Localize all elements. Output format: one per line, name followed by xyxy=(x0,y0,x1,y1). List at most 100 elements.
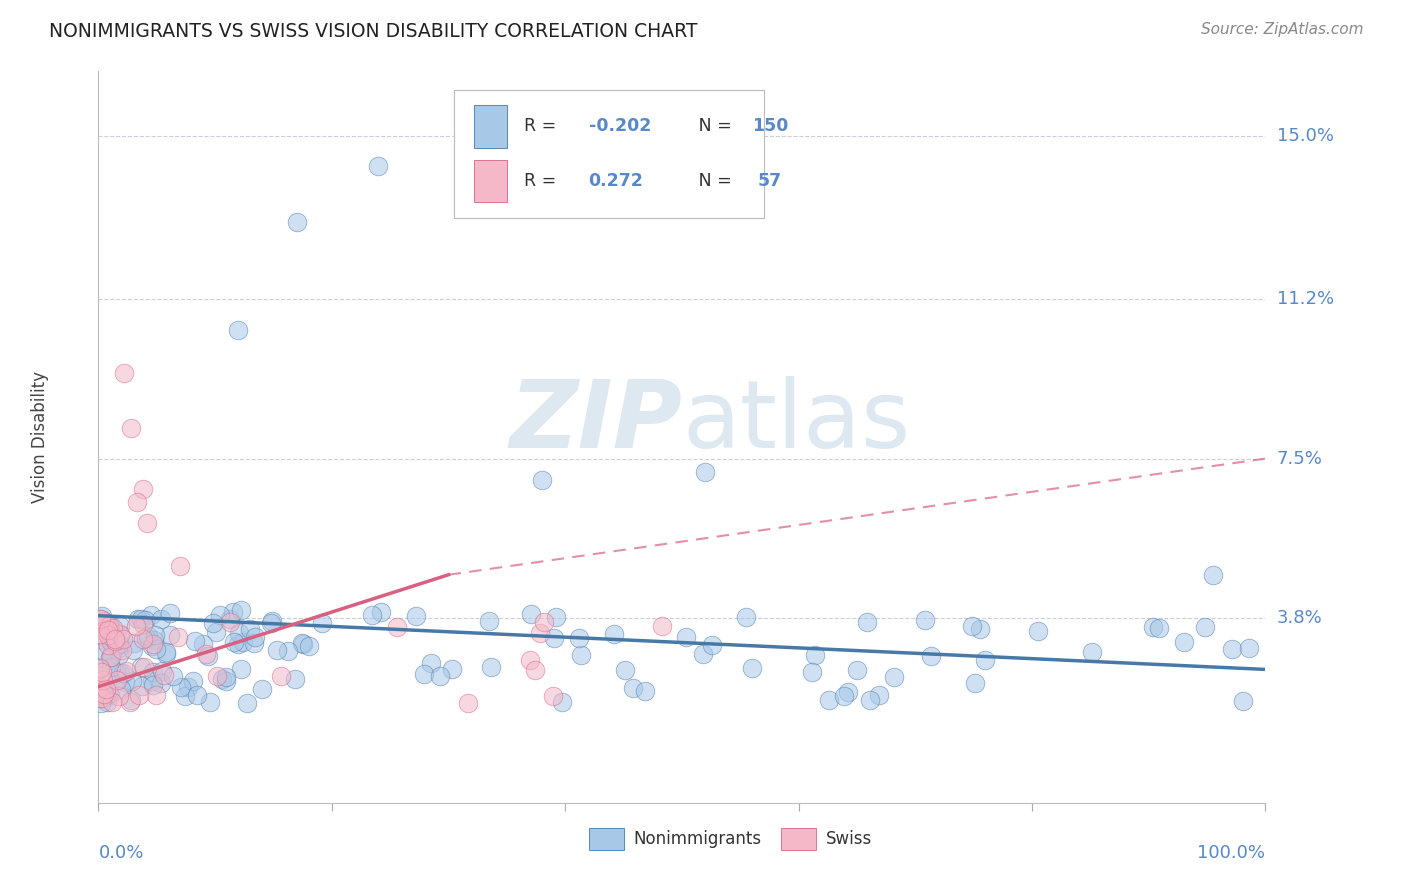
Text: 3.8%: 3.8% xyxy=(1277,608,1322,627)
Text: 7.5%: 7.5% xyxy=(1277,450,1323,467)
Point xyxy=(122,643,145,657)
Point xyxy=(134,613,156,627)
Point xyxy=(100,649,122,664)
Point xyxy=(204,624,226,639)
Point xyxy=(107,640,129,655)
Point xyxy=(89,627,111,641)
Point xyxy=(1237,640,1260,655)
Point xyxy=(1202,567,1225,582)
Point xyxy=(700,638,723,652)
Point xyxy=(868,688,890,702)
Point xyxy=(89,680,111,694)
Point xyxy=(478,614,501,628)
Point xyxy=(1081,645,1104,659)
FancyBboxPatch shape xyxy=(454,89,763,218)
Point xyxy=(197,649,219,664)
Point xyxy=(93,673,115,687)
Point xyxy=(98,650,121,665)
Text: NONIMMIGRANTS VS SWISS VISION DISABILITY CORRELATION CHART: NONIMMIGRANTS VS SWISS VISION DISABILITY… xyxy=(49,22,697,41)
Point xyxy=(96,623,118,637)
Point xyxy=(110,626,132,640)
Text: 57: 57 xyxy=(758,172,782,190)
Point xyxy=(110,681,132,696)
Point xyxy=(100,659,122,673)
Point xyxy=(429,669,451,683)
Point xyxy=(169,559,191,574)
Point xyxy=(191,637,214,651)
Point xyxy=(457,696,479,710)
Text: 0.0%: 0.0% xyxy=(98,845,143,863)
Point xyxy=(89,690,111,705)
Point xyxy=(1220,642,1243,657)
Point xyxy=(136,516,159,530)
Point xyxy=(284,673,307,687)
Point xyxy=(128,688,150,702)
Point xyxy=(104,633,127,648)
Point xyxy=(93,614,115,628)
Point xyxy=(243,631,266,645)
Point xyxy=(90,612,112,626)
Point xyxy=(122,636,145,650)
Point xyxy=(228,626,250,640)
Point xyxy=(142,678,165,692)
Point xyxy=(222,605,245,619)
Text: 150: 150 xyxy=(752,117,789,135)
Point xyxy=(215,670,238,684)
Text: Source: ZipAtlas.com: Source: ZipAtlas.com xyxy=(1201,22,1364,37)
Point xyxy=(920,649,942,664)
Point xyxy=(93,687,115,701)
Point xyxy=(520,607,543,621)
Point xyxy=(159,628,181,642)
Point xyxy=(242,636,264,650)
Point xyxy=(208,607,231,622)
Point xyxy=(634,683,657,698)
Text: Nonimmigrants: Nonimmigrants xyxy=(633,830,761,848)
Point xyxy=(124,619,146,633)
Point xyxy=(97,638,120,652)
Point xyxy=(136,629,159,643)
Point xyxy=(141,640,163,654)
Point xyxy=(150,664,173,678)
Point xyxy=(112,666,135,681)
Point xyxy=(90,633,112,648)
Point xyxy=(159,606,181,620)
Point xyxy=(142,632,165,647)
Point xyxy=(543,631,565,645)
Point xyxy=(479,660,502,674)
Point xyxy=(817,693,839,707)
Point xyxy=(100,634,122,648)
Point xyxy=(277,644,299,658)
Point xyxy=(228,322,250,336)
Point xyxy=(155,645,177,659)
Point xyxy=(149,675,172,690)
Point xyxy=(145,642,167,657)
Point xyxy=(101,646,124,660)
Point xyxy=(568,631,591,645)
Point xyxy=(1142,620,1164,634)
Point xyxy=(111,642,134,657)
Point xyxy=(846,663,869,677)
Point xyxy=(973,653,995,667)
Point xyxy=(91,665,114,679)
Point xyxy=(621,681,644,695)
Text: 0.272: 0.272 xyxy=(589,172,644,190)
Point xyxy=(104,632,127,646)
Point xyxy=(675,631,697,645)
Point xyxy=(1173,635,1195,649)
Point xyxy=(131,632,153,647)
Point xyxy=(960,619,983,633)
Point xyxy=(218,612,240,626)
Point xyxy=(139,608,162,623)
Text: 15.0%: 15.0% xyxy=(1277,127,1333,145)
Point xyxy=(367,159,389,173)
Point xyxy=(1194,620,1216,634)
Point xyxy=(98,686,121,700)
Point xyxy=(285,215,308,229)
Point xyxy=(603,626,626,640)
Point xyxy=(98,617,121,632)
Point xyxy=(115,664,138,678)
Text: R =: R = xyxy=(524,117,562,135)
Point xyxy=(834,689,856,703)
Point xyxy=(614,663,637,677)
Text: 11.2%: 11.2% xyxy=(1277,291,1334,309)
